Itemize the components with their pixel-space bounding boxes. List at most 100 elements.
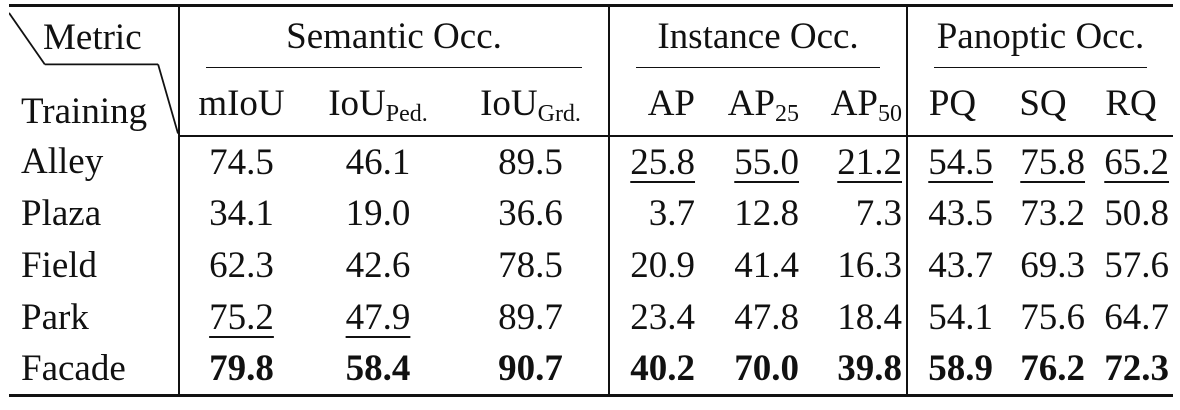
row-label: Facade (9, 343, 180, 397)
table-cell: 70.0 (699, 343, 804, 397)
table-cell: 43.5 (907, 188, 997, 240)
cell-value: 69.3 (1020, 245, 1086, 286)
table-cell: 57.6 (1089, 240, 1173, 292)
cell-value: 47.9 (345, 297, 411, 338)
cell-value: 72.3 (1104, 348, 1170, 390)
table-cell: 78.5 (453, 239, 611, 292)
cell-value: 58.9 (928, 348, 994, 390)
group-panoptic-occ: Panoptic Occ. (907, 6, 1173, 72)
cell-value: 54.1 (928, 297, 994, 338)
results-body: Alley 74.5 46.1 89.5 25.8 55.0 21.2 54.5 75.8 65.… (9, 135, 1174, 397)
table-cell: 55.0 (699, 136, 803, 188)
cell-value: 47.8 (734, 297, 800, 338)
table-cell: 43.7 (907, 240, 997, 292)
cell-value: 65.2 (1104, 141, 1170, 183)
table-cell: 41.4 (699, 240, 803, 292)
cell-value: 58.4 (345, 348, 411, 390)
results-table-container: Metric Training Semantic Occ. Instance O… (9, 4, 1174, 404)
cell-value: 18.4 (837, 297, 903, 338)
cell-value: 34.1 (209, 193, 274, 234)
col-ap50: AP50 (803, 71, 909, 137)
table-cell: 58.4 (303, 343, 453, 397)
table-cell: 47.9 (303, 292, 453, 344)
table-cell: 23.4 (609, 292, 699, 344)
col-ap: AP (609, 71, 700, 137)
cell-value: 78.5 (498, 245, 563, 286)
group-instance-label: Instance Occ. (657, 16, 859, 58)
cell-value: 75.8 (1020, 141, 1086, 183)
cell-value: 50.8 (1104, 193, 1170, 234)
table-cell: 72.3 (1089, 343, 1174, 397)
table-cell: 75.8 (997, 136, 1089, 188)
cell-value: 3.7 (648, 193, 696, 234)
table-cell: 69.3 (997, 240, 1089, 292)
table-cell: 3.7 (609, 188, 699, 240)
table-cell: 36.6 (453, 187, 611, 240)
cell-value: 74.5 (209, 141, 274, 183)
table-row: Plaza 34.1 19.0 36.6 3.7 12.8 7.3 43.5 73.2 50.8 (9, 187, 1173, 240)
cell-value: 79.8 (209, 348, 274, 390)
col-pq: PQ (907, 71, 998, 137)
table-cell: 79.8 (179, 343, 303, 397)
cell-value: 43.7 (928, 245, 994, 286)
corner-cell: Metric Training (9, 5, 180, 136)
table-cell: 21.2 (803, 135, 909, 188)
cell-value: 57.6 (1104, 245, 1170, 286)
table-cell: 20.9 (609, 240, 699, 292)
table-row: Alley 74.5 46.1 89.5 25.8 55.0 21.2 54.5 75.8 65.… (9, 135, 1173, 188)
header-row-metrics: mIoU IoUPed. IoUGrd. AP AP25 AP50 PQ SQ … (9, 71, 1174, 137)
col-rq: RQ (1089, 71, 1174, 137)
cell-value: 41.4 (734, 245, 800, 286)
table-cell: 46.1 (303, 136, 453, 188)
cell-value: 7.3 (855, 193, 903, 234)
cell-value: 25.8 (630, 141, 696, 183)
group-instance-rule (636, 67, 881, 69)
table-cell: 42.6 (303, 240, 453, 292)
cell-value: 62.3 (209, 245, 274, 286)
table-cell: 18.4 (803, 291, 909, 344)
group-semantic-rule (206, 67, 583, 69)
cell-value: 46.1 (345, 141, 411, 183)
row-label: Park (9, 291, 180, 344)
table-cell: 16.3 (803, 239, 909, 292)
table-cell: 54.5 (907, 136, 997, 188)
col-iou-grd: IoUGrd. (453, 71, 611, 137)
table-cell: 25.8 (609, 136, 699, 188)
group-panoptic-rule (934, 67, 1148, 69)
cell-value: 36.6 (498, 193, 563, 234)
cell-value: 64.7 (1104, 297, 1170, 338)
table-cell: 58.9 (907, 343, 998, 397)
table-cell: 89.5 (453, 135, 611, 188)
table-cell: 12.8 (699, 188, 803, 240)
table-cell: 47.8 (699, 292, 803, 344)
table-cell: 19.0 (303, 188, 453, 240)
table-row: Facade 79.8 58.4 90.7 40.2 70.0 39.8 58.9 76.2 72… (9, 343, 1174, 397)
table-cell: 73.2 (997, 188, 1089, 240)
group-panoptic-label: Panoptic Occ. (936, 16, 1145, 58)
row-label: Field (9, 239, 180, 292)
table-cell: 7.3 (803, 187, 909, 240)
cell-value: 73.2 (1020, 193, 1086, 234)
cell-value: 70.0 (734, 348, 800, 390)
group-semantic-label: Semantic Occ. (286, 16, 502, 58)
table-cell: 39.8 (803, 343, 909, 397)
cell-value: 89.5 (498, 141, 563, 183)
cell-value: 54.5 (928, 141, 994, 183)
table-cell: 34.1 (179, 188, 303, 240)
table-cell: 75.6 (997, 292, 1089, 344)
group-semantic-occ: Semantic Occ. (179, 5, 611, 72)
table-cell: 64.7 (1089, 292, 1173, 344)
cell-value: 19.0 (345, 193, 411, 234)
col-sq: SQ (997, 71, 1090, 137)
table-cell: 50.8 (1089, 188, 1173, 240)
cell-value: 75.6 (1020, 297, 1086, 338)
col-miou: mIoU (179, 71, 303, 137)
cell-value: 75.2 (209, 297, 274, 338)
cell-value: 89.7 (498, 297, 563, 338)
table-cell: 75.2 (179, 292, 303, 344)
table-cell: 62.3 (179, 240, 303, 292)
cell-value: 40.2 (630, 348, 696, 390)
cell-value: 21.2 (837, 141, 903, 183)
row-label: Plaza (9, 187, 180, 240)
cell-value: 16.3 (837, 245, 903, 286)
